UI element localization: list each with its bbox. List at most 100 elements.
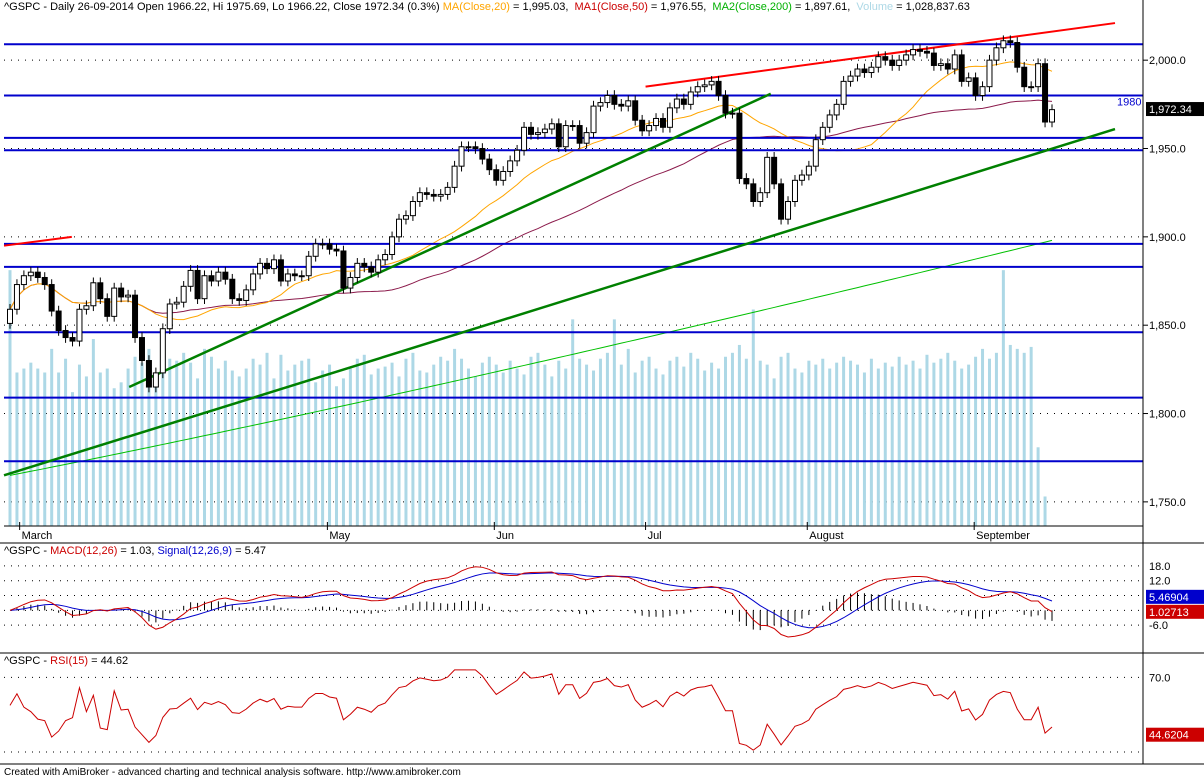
candle-down [333, 248, 340, 252]
volume-bar [22, 368, 26, 526]
macd-value-label: 1.02713 [1149, 607, 1189, 619]
candle-down [340, 250, 347, 289]
candle-down [861, 68, 868, 74]
volume-bar [98, 372, 102, 526]
volume-bar [932, 362, 936, 526]
candle-up [382, 254, 389, 261]
volume-bar [494, 364, 498, 526]
candle-up [541, 128, 548, 134]
volume-bar [446, 360, 450, 526]
volume-bar [571, 319, 575, 526]
candle-up [437, 193, 444, 197]
candle-up [826, 114, 833, 128]
volume-bar [751, 309, 755, 526]
volume-bar [758, 360, 762, 526]
candle-up [312, 243, 319, 257]
ma20-label: MA(Close,20) [442, 1, 510, 13]
volume-bar [501, 372, 505, 526]
candle-up [896, 59, 903, 66]
volume-bar [36, 368, 40, 526]
price-tick-label: 1,850.0 [1149, 320, 1186, 332]
volume-bar [981, 348, 985, 526]
volume-bar [209, 356, 213, 526]
volume-bar [43, 372, 47, 526]
price-tick-label: 2,000.0 [1149, 55, 1186, 67]
volume-bar [515, 368, 519, 526]
candle-up [729, 112, 736, 115]
volume-bar [432, 364, 436, 526]
candle-down [34, 271, 41, 278]
volume-bar [508, 360, 512, 526]
volume-bar [112, 388, 116, 526]
candle-down [771, 156, 778, 185]
candle-up [653, 117, 660, 127]
volume-bar [835, 362, 839, 526]
volume-bar [703, 370, 707, 526]
volume-bar [855, 364, 859, 526]
volume-bar [77, 364, 81, 526]
price-tick-label: 1,800.0 [1149, 409, 1186, 421]
volume-bar [897, 356, 901, 526]
candle-up [805, 165, 812, 176]
volume-bar [557, 360, 561, 526]
candle-up [284, 273, 291, 282]
volume-bar [251, 358, 255, 526]
candle-down [62, 329, 69, 339]
volume-bar [1043, 496, 1047, 526]
candle-down [889, 59, 896, 66]
ma50-value: = 1,976.55, [647, 1, 710, 13]
candle-down [138, 337, 145, 362]
green-trendline [3, 127, 1116, 477]
volume-bar [911, 360, 915, 526]
volume-bar [987, 358, 991, 526]
candle-down [41, 276, 48, 286]
volume-bar [605, 352, 609, 526]
volume-bar [953, 360, 957, 526]
ma50-label: MA1(Close,50) [574, 1, 648, 13]
candle-down [1007, 40, 1014, 44]
volume-bar [946, 352, 950, 526]
candle-up [875, 56, 882, 68]
volume-bar [786, 352, 790, 526]
volume-bar [411, 352, 415, 526]
candle-up [250, 273, 257, 291]
volume-bar [473, 376, 477, 526]
candle-down [264, 262, 271, 270]
candle-up [416, 192, 423, 203]
volume-bar [904, 364, 908, 526]
candle-down [1021, 66, 1028, 88]
volume-bar [550, 376, 554, 526]
grid-lines [4, 59, 1143, 503]
volume-bar [15, 372, 19, 526]
ma200-line [9, 239, 1053, 476]
volume-bar [772, 378, 776, 526]
rsi-value: = 44.62 [88, 655, 129, 667]
volume-bar [779, 356, 783, 526]
rsi-prefix: ^GSPC - [4, 655, 51, 667]
candle-up [569, 125, 576, 128]
candle-up [201, 275, 208, 300]
volume-bar [974, 356, 978, 526]
candle-up [562, 125, 569, 148]
candle-down [430, 193, 437, 197]
volume-bar [362, 354, 366, 526]
month-label: May [329, 530, 350, 542]
volume-bar [696, 358, 700, 526]
candle-up [666, 107, 673, 128]
candle-up [757, 192, 764, 203]
volume-bar [1015, 348, 1019, 526]
rsi-value-label: 44.6204 [1149, 730, 1189, 742]
signal-value-label: 5.46904 [1149, 592, 1189, 604]
volume-bar [585, 364, 589, 526]
volume-bar [105, 368, 109, 526]
volume-bar [849, 360, 853, 526]
volume-bar [71, 392, 75, 526]
ticker-info: ^GSPC - Daily 26-09-2014 Open 1966.22, H… [4, 1, 440, 13]
candle-up [951, 54, 958, 70]
volume-bar [668, 360, 672, 526]
volume-bar [355, 358, 359, 526]
volume-bar [876, 368, 880, 526]
volume-bar [126, 368, 130, 526]
month-label: March [22, 530, 53, 542]
